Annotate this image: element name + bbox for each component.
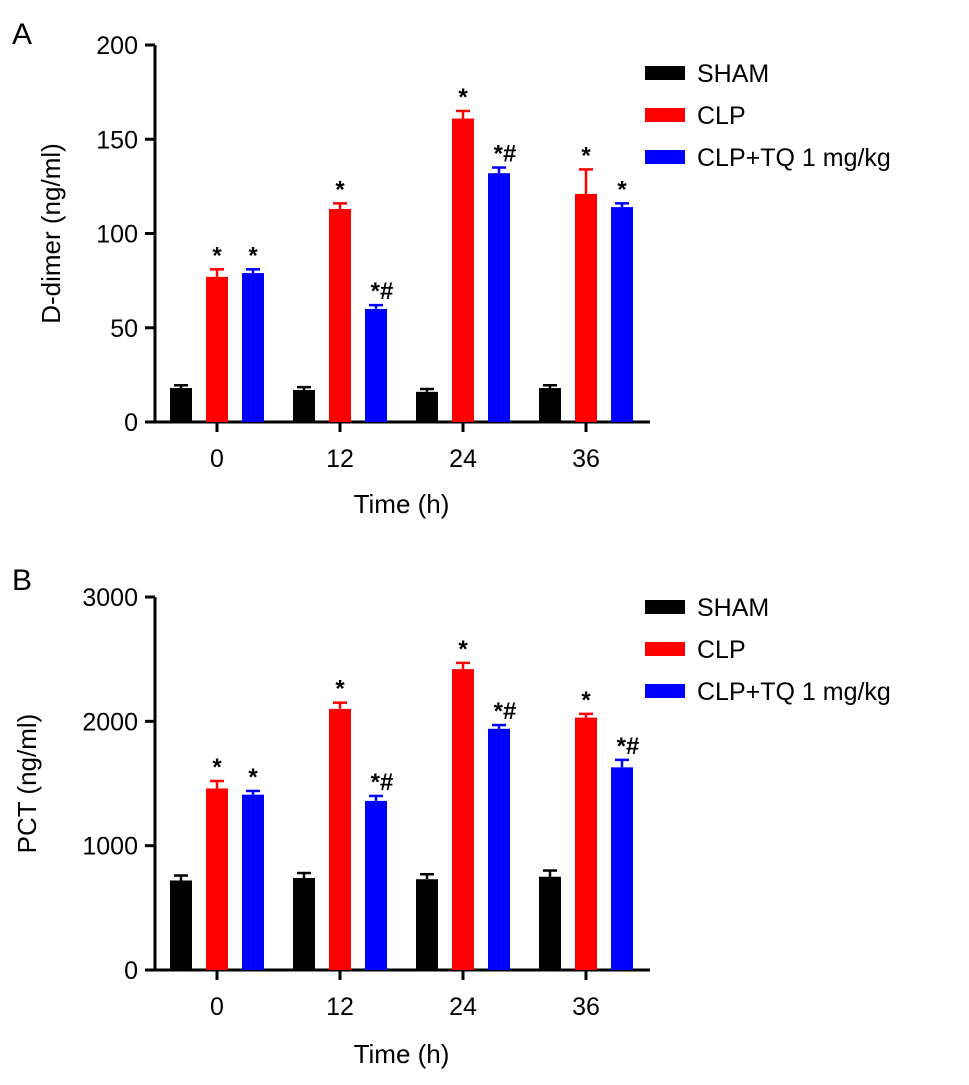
legend-swatch — [645, 642, 685, 656]
y-tick-label: 0 — [124, 957, 138, 985]
bar — [206, 788, 228, 970]
y-axis-title: PCT (ng/ml) — [12, 714, 42, 854]
y-tick-label: 0 — [124, 409, 138, 437]
x-tick-label: 0 — [210, 445, 224, 473]
significance-marker: *# — [371, 769, 394, 796]
x-tick-label: 12 — [326, 993, 354, 1021]
significance-marker: * — [335, 676, 345, 703]
y-tick-label: 50 — [110, 315, 138, 343]
bar — [365, 308, 387, 422]
significance-marker: *# — [494, 141, 517, 168]
bar — [575, 193, 597, 422]
bar — [329, 208, 351, 422]
significance-marker: * — [617, 176, 627, 203]
bar — [488, 728, 510, 970]
x-tick-label: 24 — [449, 993, 477, 1021]
significance-marker: *# — [494, 698, 517, 725]
bar — [452, 669, 474, 970]
significance-marker: * — [248, 764, 258, 791]
chart-panel-a: A 0 50 100 150 200 D-dimer (ng/ml) 0 12 24 36 Time … — [12, 18, 891, 519]
panel-label: B — [12, 564, 32, 597]
bar — [365, 800, 387, 970]
x-tick-label: 24 — [449, 445, 477, 473]
bar — [488, 173, 510, 422]
bar — [416, 879, 438, 970]
legend-swatch — [645, 684, 685, 698]
bar — [575, 717, 597, 970]
bar — [242, 273, 264, 422]
significance-marker: * — [581, 142, 591, 169]
legend-swatch — [645, 66, 685, 80]
legend-swatch — [645, 150, 685, 164]
y-tick-label: 200 — [96, 32, 138, 60]
legend-label: CLP+TQ 1 mg/kg — [697, 144, 891, 172]
bar — [242, 794, 264, 970]
significance-marker: * — [458, 636, 468, 663]
chart-panel-b: B 0 1000 2000 3000 PCT (ng/ml) 0 12 24 36 Time (h)… — [12, 564, 891, 1069]
y-axis-title: D-dimer (ng/ml) — [36, 143, 66, 324]
legend-label: SHAM — [697, 594, 769, 622]
legend: SHAM CLP CLP+TQ 1 mg/kg — [645, 594, 891, 706]
y-tick-label: 1000 — [82, 833, 138, 861]
bar — [329, 708, 351, 970]
legend-swatch — [645, 600, 685, 614]
bar — [416, 391, 438, 422]
y-tick-label: 150 — [96, 126, 138, 154]
legend: SHAM CLP CLP+TQ 1 mg/kg — [645, 60, 891, 172]
legend-label: CLP — [697, 636, 746, 664]
significance-marker: *# — [617, 733, 640, 760]
bar — [206, 276, 228, 422]
x-axis-title: Time (h) — [354, 1039, 450, 1069]
significance-marker: * — [212, 754, 222, 781]
x-tick-label: 36 — [572, 993, 600, 1021]
legend-label: CLP+TQ 1 mg/kg — [697, 678, 891, 706]
bar — [293, 389, 315, 422]
significance-marker: * — [212, 242, 222, 269]
bar — [170, 388, 192, 422]
y-tick-label: 3000 — [82, 584, 138, 612]
bar — [539, 388, 561, 422]
legend-label: SHAM — [697, 60, 769, 88]
panel-label: A — [12, 18, 32, 51]
significance-marker: * — [248, 242, 258, 269]
bar — [611, 767, 633, 970]
x-tick-label: 36 — [572, 445, 600, 473]
bar — [293, 877, 315, 970]
x-axis-title: Time (h) — [354, 489, 450, 519]
bar — [611, 207, 633, 422]
x-tick-label: 0 — [210, 993, 224, 1021]
bar — [452, 118, 474, 422]
significance-marker: * — [581, 687, 591, 714]
significance-marker: * — [335, 176, 345, 203]
bar — [539, 876, 561, 970]
legend-label: CLP — [697, 102, 746, 130]
significance-marker: *# — [371, 278, 394, 305]
legend-swatch — [645, 108, 685, 122]
y-tick-label: 2000 — [82, 708, 138, 736]
bar — [170, 880, 192, 970]
x-tick-label: 12 — [326, 445, 354, 473]
y-tick-label: 100 — [96, 221, 138, 249]
significance-marker: * — [458, 84, 468, 111]
